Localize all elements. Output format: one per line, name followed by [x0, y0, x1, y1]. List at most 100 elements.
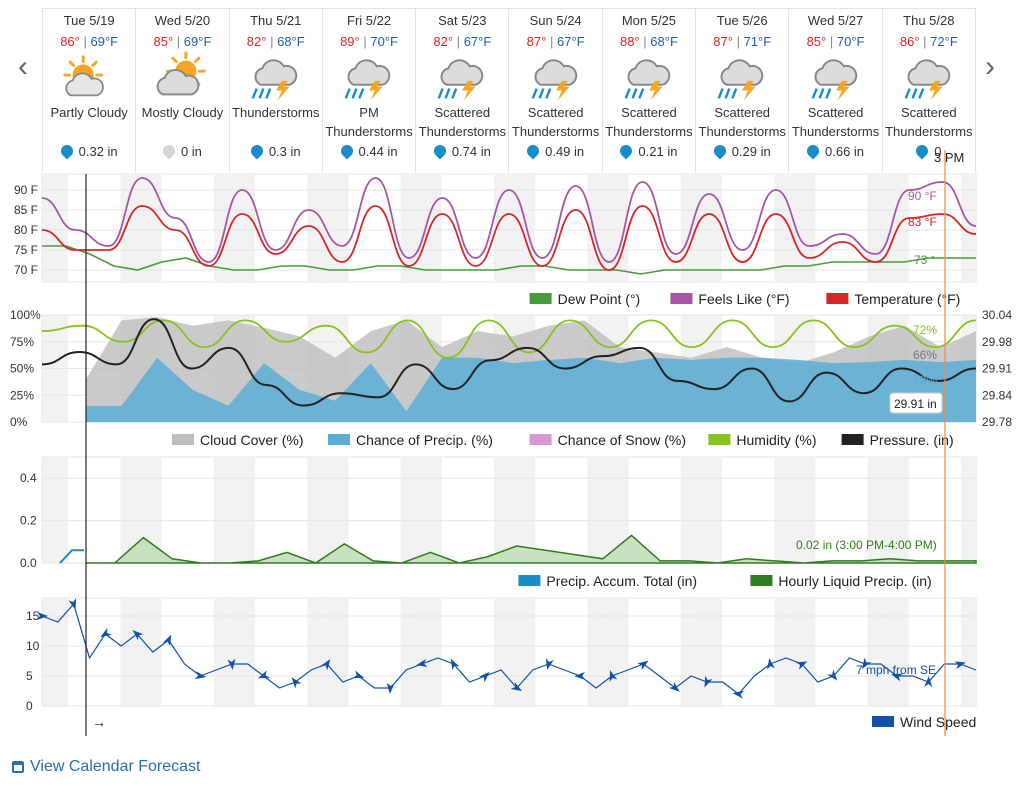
night-band	[135, 598, 162, 706]
day-column[interactable]: Tue 5/26 87° | 71°F Scattered Thundersto…	[696, 9, 790, 172]
night-band	[961, 457, 976, 563]
precip-amount: 0.29 in	[696, 142, 788, 160]
night-band	[789, 598, 816, 706]
wind-arrow-icon	[924, 676, 933, 688]
wind-arrow-icon	[891, 673, 903, 682]
night-band	[494, 174, 509, 282]
high-temp: 87°	[713, 34, 733, 49]
wind-callout: 7 mph from SE	[856, 663, 936, 677]
day-column[interactable]: Thu 5/21 82° | 68°F Thunderstorms 0.3 in	[230, 9, 323, 172]
wind-arrow-icon	[637, 660, 649, 671]
night-band	[587, 457, 603, 563]
wind-arrow-icon	[37, 612, 48, 620]
legend-swatch	[518, 575, 541, 586]
day-name: Wed 5/27	[807, 13, 864, 28]
liquid-precip-area	[86, 534, 977, 564]
wind-arrow-icon	[320, 659, 331, 671]
day-column[interactable]: Fri 5/22 89° | 70°F PM Thunderstorms 0.4…	[323, 9, 417, 172]
temperature-line	[41, 205, 977, 271]
precip-amount: 0.66 in	[789, 142, 881, 160]
thunderstorm-icon	[900, 51, 958, 103]
y-tick-label: 100%	[10, 308, 41, 322]
partly-cloudy-icon	[60, 51, 118, 103]
night-band	[961, 174, 976, 282]
high-temp: 87°	[526, 34, 547, 49]
legend-swatch	[670, 293, 693, 304]
night-band	[228, 174, 255, 282]
night-band	[400, 457, 416, 563]
day-name: Sun 5/24	[529, 13, 582, 28]
day-name: Tue 5/19	[63, 13, 115, 28]
legend-label: Dew Point (°)	[558, 291, 641, 307]
precip-chance-callout: 59%	[913, 373, 937, 387]
day-column[interactable]: Thu 5/28 86° | 72°F Scattered Thundersto…	[883, 9, 975, 172]
night-band	[120, 457, 136, 563]
next-arrow-icon[interactable]: ›	[985, 50, 995, 83]
precip-amount: 0.74 in	[416, 142, 508, 160]
low-temp: 72°F	[930, 34, 958, 49]
day-temps: 86° | 72°F	[899, 34, 958, 49]
forecast-charts: 90 F 85 F 80 F 75 F 70 F 90 °F 83 °F 73 ° Temper…	[10, 150, 1012, 736]
legend-swatch	[708, 434, 731, 445]
legend-label: Pressure. (in)	[870, 432, 954, 448]
precip-amount: 0.3 in	[230, 142, 322, 160]
low-temp: 67°F	[556, 34, 585, 49]
wind-arrow-icon	[450, 658, 460, 671]
night-band	[774, 598, 790, 706]
dew-point-callout: 73 °	[914, 253, 936, 267]
prev-arrow-icon[interactable]: ‹	[18, 50, 28, 83]
cloud-callout: 66%	[913, 348, 937, 362]
low-temp: 67°F	[463, 34, 492, 49]
day-temps: 85° | 69°F	[153, 34, 212, 49]
low-temp: 68°F	[650, 34, 678, 49]
day-column[interactable]: Mon 5/25 88° | 68°F Scattered Thundersto…	[603, 9, 697, 172]
day-name: Fri 5/22	[347, 13, 392, 28]
y-tick-label: 15	[26, 609, 40, 623]
day-column[interactable]: Sat 5/23 82° | 67°F Scattered Thundersto…	[416, 9, 510, 172]
liquid-precip-callout: 0.02 in (3:00 PM-4:00 PM)	[796, 538, 937, 552]
night-band	[494, 598, 509, 706]
thunderstorm-icon	[247, 51, 305, 103]
night-band	[42, 457, 69, 563]
wind-arrow-icon	[227, 658, 236, 670]
day-temps: 89° | 70°F	[340, 34, 398, 49]
y-tick-label: 90 F	[14, 183, 38, 197]
wind-arrow-icon	[545, 658, 554, 670]
y-tick-label: 0%	[10, 415, 28, 429]
night-band	[322, 598, 349, 706]
wind-arrow-icon	[258, 670, 270, 679]
night-band	[42, 174, 69, 282]
legend-label: Humidity (%)	[736, 432, 816, 448]
night-band	[307, 598, 323, 706]
condition-label: Scattered Thunderstorms	[698, 105, 786, 139]
precip-amount: 0.49 in	[509, 142, 601, 160]
wind-arrow-icon	[668, 681, 680, 692]
day-name: Thu 5/21	[250, 13, 302, 28]
night-band	[307, 457, 323, 563]
y2-tick-label: 29.78	[982, 415, 1012, 429]
wind-arrow-icon	[609, 670, 618, 682]
y-tick-label: 70 F	[14, 263, 38, 277]
legend-label: Wind Speed	[900, 714, 976, 730]
wind-arrow-icon	[386, 682, 395, 694]
humidity-callout: 72%	[913, 323, 937, 337]
wind-arrow-icon	[574, 671, 586, 680]
day-column[interactable]: Wed 5/27 85° | 70°F Scattered Thundersto…	[789, 9, 883, 172]
wind-arrow-icon	[291, 677, 302, 689]
legend-label: Temperature (°F)	[854, 291, 960, 307]
precip-amount: 0	[883, 142, 975, 160]
thunderstorm-icon	[433, 51, 491, 103]
day-column[interactable]: Tue 5/19 86° | 69°F Partly Cloudy 0.32 i…	[43, 9, 137, 172]
legend-label: Feels Like (°F)	[698, 291, 789, 307]
day-temps: 87° | 71°F	[713, 34, 772, 49]
wind-arrow-icon	[510, 682, 523, 691]
high-temp: 89°	[340, 34, 360, 49]
day-column[interactable]: Wed 5/20 85° | 69°F Mostly Cloudy 0 in	[136, 9, 230, 172]
condition-label: Scattered Thunderstorms	[885, 105, 973, 139]
day-column[interactable]: Sun 5/24 87° | 67°F Scattered Thundersto…	[509, 9, 603, 172]
night-band	[882, 457, 909, 563]
wind-arrow-icon	[732, 690, 745, 699]
thunderstorm-icon	[527, 51, 585, 103]
legend-swatch	[529, 293, 552, 304]
view-calendar-link[interactable]: View Calendar Forecast	[12, 758, 200, 776]
